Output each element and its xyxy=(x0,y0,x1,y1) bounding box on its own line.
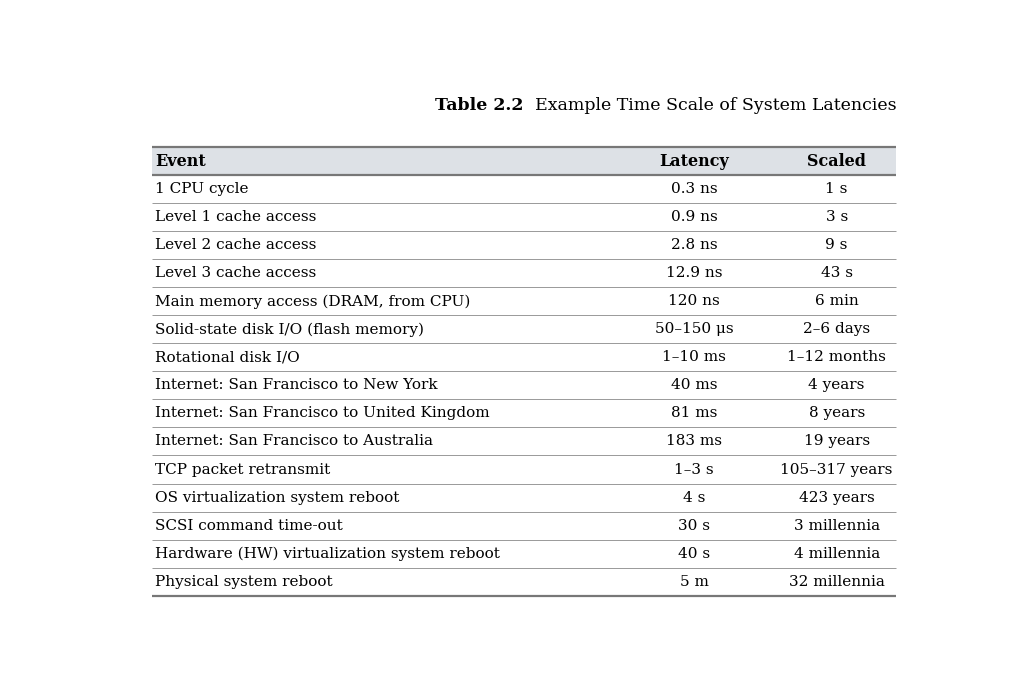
Bar xyxy=(151,484,896,511)
Text: 4 s: 4 s xyxy=(683,490,705,505)
Text: Event: Event xyxy=(155,153,206,170)
Text: Solid-state disk I/O (flash memory): Solid-state disk I/O (flash memory) xyxy=(155,322,424,336)
Text: 1 s: 1 s xyxy=(826,183,848,196)
Bar xyxy=(151,511,896,539)
Text: 4 millennia: 4 millennia xyxy=(793,547,880,560)
Text: 105–317 years: 105–317 years xyxy=(781,462,893,477)
Bar xyxy=(151,147,896,175)
Text: 423 years: 423 years xyxy=(799,490,875,505)
Text: Internet: San Francisco to Australia: Internet: San Francisco to Australia xyxy=(155,434,433,449)
Text: 1–3 s: 1–3 s xyxy=(675,462,714,477)
Bar xyxy=(151,539,896,567)
Text: 50–150 μs: 50–150 μs xyxy=(655,322,734,336)
Text: Level 2 cache access: Level 2 cache access xyxy=(155,238,317,253)
Bar xyxy=(151,428,896,456)
Text: 3 s: 3 s xyxy=(826,210,848,224)
Bar xyxy=(151,456,896,484)
Text: 12.9 ns: 12.9 ns xyxy=(665,266,723,281)
Text: Latency: Latency xyxy=(659,153,729,170)
Text: Hardware (HW) virtualization system reboot: Hardware (HW) virtualization system rebo… xyxy=(155,546,501,560)
Text: 40 s: 40 s xyxy=(678,547,710,560)
Text: 183 ms: 183 ms xyxy=(666,434,723,449)
Text: 2–6 days: 2–6 days xyxy=(803,322,870,336)
Text: 32 millennia: 32 millennia xyxy=(789,575,885,588)
Text: 1 CPU cycle: 1 CPU cycle xyxy=(155,183,249,196)
Text: 4 years: 4 years xyxy=(808,379,865,392)
Text: 0.9 ns: 0.9 ns xyxy=(670,210,717,224)
Text: Rotational disk I/O: Rotational disk I/O xyxy=(155,351,300,364)
Text: Scaled: Scaled xyxy=(807,153,866,170)
Bar xyxy=(151,232,896,259)
Text: OS virtualization system reboot: OS virtualization system reboot xyxy=(155,490,400,505)
Text: 1–10 ms: 1–10 ms xyxy=(662,351,726,364)
Bar xyxy=(151,371,896,400)
Text: Example Time Scale of System Latencies: Example Time Scale of System Latencies xyxy=(524,97,896,114)
Bar xyxy=(151,287,896,315)
Text: Level 3 cache access: Level 3 cache access xyxy=(155,266,317,281)
Text: 19 years: 19 years xyxy=(803,434,870,449)
Text: 30 s: 30 s xyxy=(678,518,710,533)
Text: 1–12 months: 1–12 months xyxy=(787,351,886,364)
Text: Main memory access (DRAM, from CPU): Main memory access (DRAM, from CPU) xyxy=(155,294,471,308)
Text: Physical system reboot: Physical system reboot xyxy=(155,575,333,588)
Text: 2.8 ns: 2.8 ns xyxy=(670,238,717,253)
Bar xyxy=(151,400,896,428)
Text: 43 s: 43 s xyxy=(821,266,852,281)
Bar xyxy=(151,259,896,287)
Bar xyxy=(151,567,896,596)
Text: Internet: San Francisco to New York: Internet: San Francisco to New York xyxy=(155,379,438,392)
Text: SCSI command time-out: SCSI command time-out xyxy=(155,518,343,533)
Text: 5 m: 5 m xyxy=(680,575,708,588)
Text: 6 min: 6 min xyxy=(815,294,858,308)
Text: TCP packet retransmit: TCP packet retransmit xyxy=(155,462,331,477)
Text: 81 ms: 81 ms xyxy=(670,407,717,420)
Bar xyxy=(151,204,896,232)
Bar xyxy=(151,175,896,204)
Text: 40 ms: 40 ms xyxy=(670,379,717,392)
Text: 3 millennia: 3 millennia xyxy=(793,518,880,533)
Text: Level 1 cache access: Level 1 cache access xyxy=(155,210,317,224)
Text: 9 s: 9 s xyxy=(826,238,848,253)
Text: 8 years: 8 years xyxy=(808,407,865,420)
Text: Internet: San Francisco to United Kingdom: Internet: San Francisco to United Kingdo… xyxy=(155,407,491,420)
Text: 120 ns: 120 ns xyxy=(668,294,719,308)
Text: Table 2.2: Table 2.2 xyxy=(435,97,524,114)
Bar xyxy=(151,315,896,343)
Text: 0.3 ns: 0.3 ns xyxy=(670,183,717,196)
Bar xyxy=(151,343,896,371)
